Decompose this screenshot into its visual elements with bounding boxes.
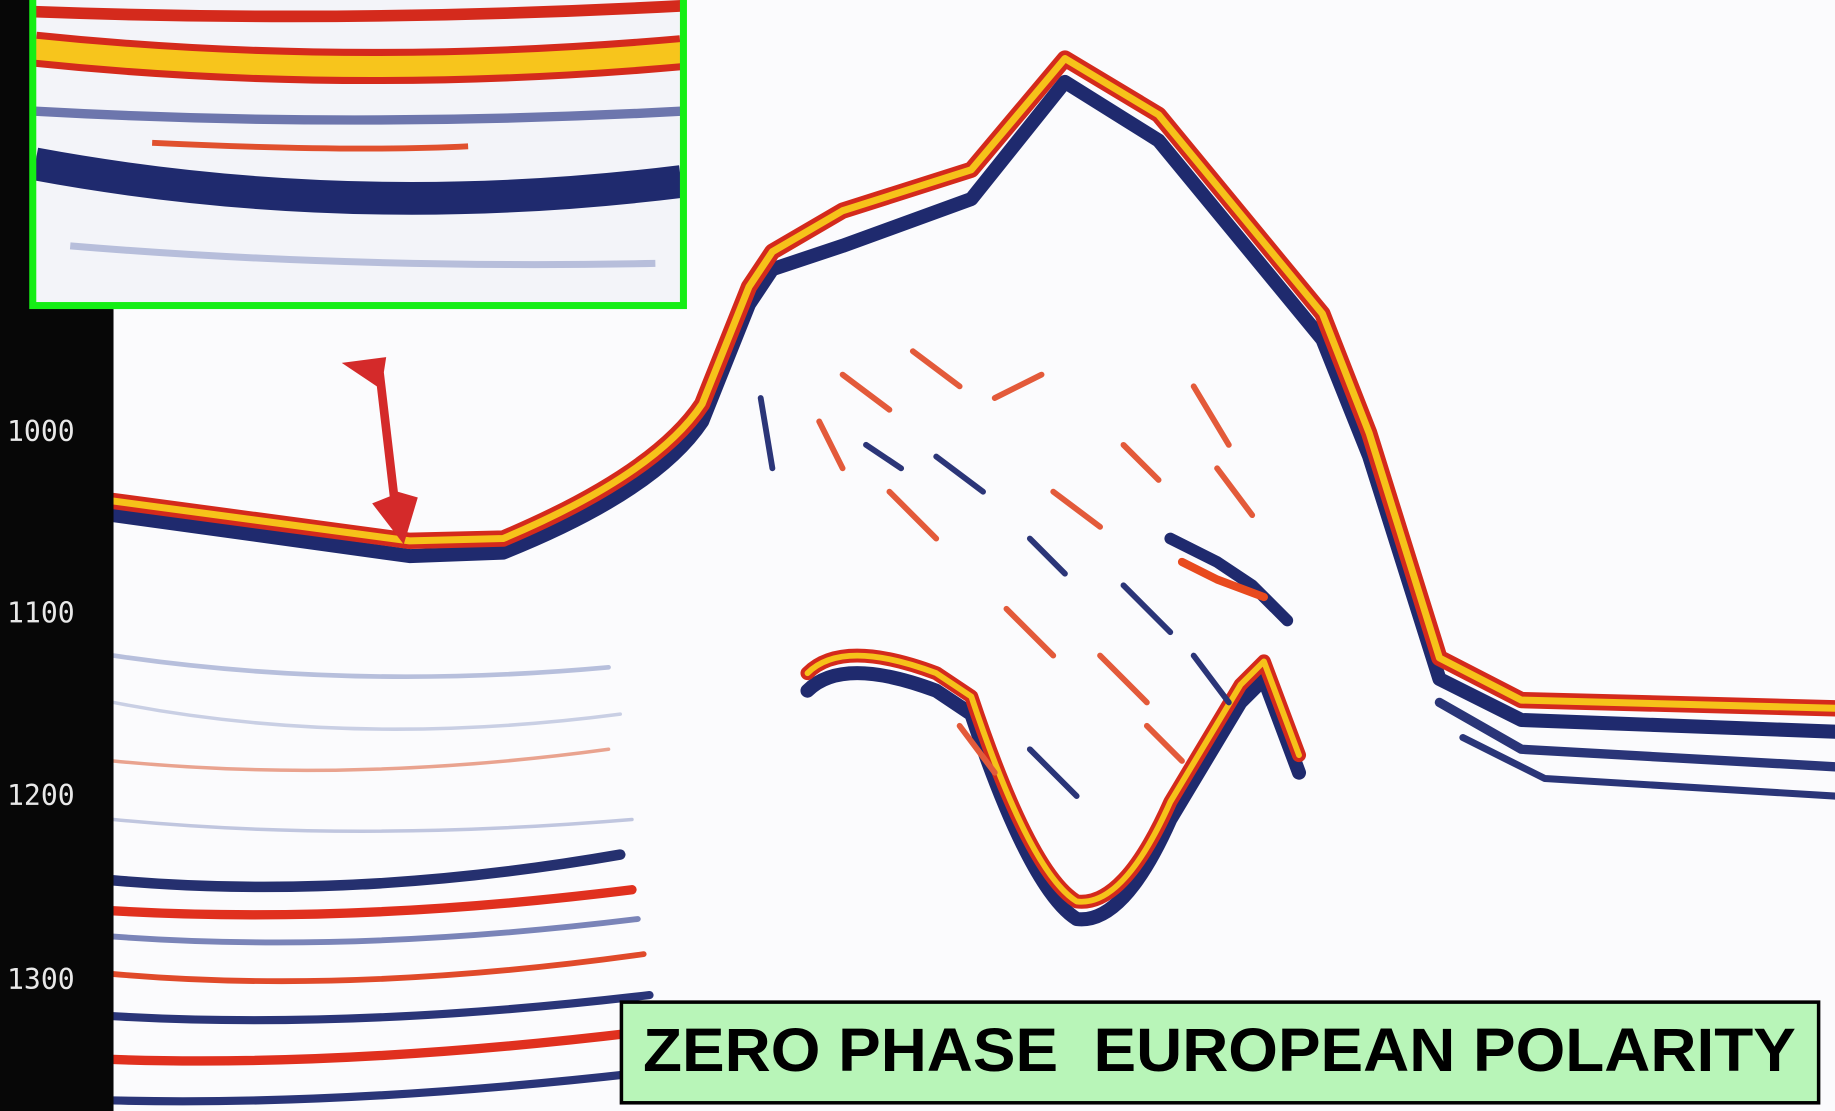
caption: ZERO PHASE EUROPEAN POLARITY	[643, 1016, 1796, 1084]
inset	[29, 0, 687, 310]
caption-box	[619, 1000, 1821, 1105]
axis-label: 1300	[7, 963, 75, 996]
axis-label: 1200	[7, 779, 75, 812]
axis-label: 1100	[7, 597, 75, 630]
red-arrow	[341, 357, 418, 545]
reflections	[105, 50, 1835, 1106]
axis-label: 1000	[7, 415, 75, 448]
